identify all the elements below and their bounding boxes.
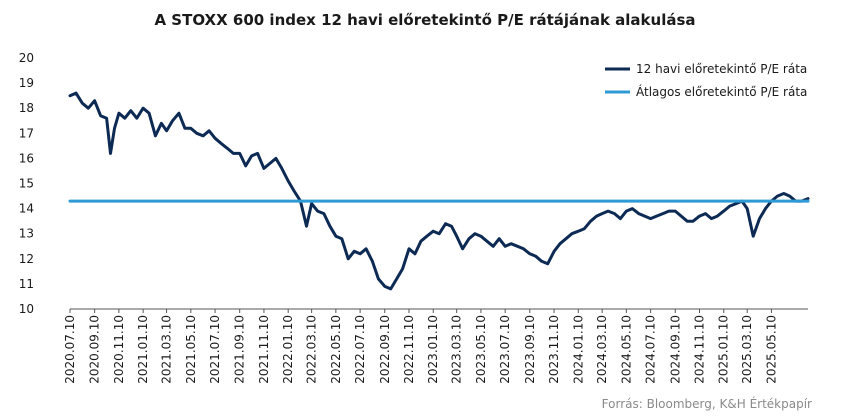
x-tick-label: 2022.07.10: [353, 315, 367, 384]
x-tick-label: 2020.07.10: [63, 315, 77, 384]
x-tick-label: 2021.11.10: [257, 315, 271, 384]
x-tick-label: 2021.05.10: [184, 315, 198, 384]
x-tick-label: 2022.09.10: [378, 315, 392, 384]
x-tick-label: 2024.03.10: [595, 315, 609, 384]
x-tick-label: 2025.01.10: [717, 315, 731, 384]
pe-ratio-line: [68, 91, 810, 291]
y-tick-label: 15: [19, 177, 34, 191]
source-note: Forrás: Bloomberg, K&H Értékpapír: [602, 396, 812, 411]
x-tick-label: 2024.01.10: [571, 315, 585, 384]
x-tick-label: 2025.03.10: [740, 315, 754, 384]
x-tick-label: 2022.05.10: [329, 315, 343, 384]
y-tick-label: 18: [19, 101, 34, 115]
x-tick-label: 2021.03.10: [160, 315, 174, 384]
y-tick-label: 16: [19, 151, 34, 165]
x-tick-label: 2023.03.10: [450, 315, 464, 384]
x-tick-label: 2022.03.10: [305, 315, 319, 384]
legend-label-average: Átlagos előretekintő P/E ráta: [636, 84, 807, 99]
chart-title: A STOXX 600 index 12 havi előretekintő P…: [154, 11, 695, 29]
x-tick-label: 2023.05.10: [474, 315, 488, 384]
plot-area: [68, 91, 810, 291]
x-tick-label: 2025.05.10: [764, 315, 778, 384]
y-tick-label: 17: [19, 126, 34, 140]
y-tick-label: 19: [19, 76, 34, 90]
legend-label-pe: 12 havi előretekintő P/E ráta: [636, 62, 807, 76]
x-tick-label: 2020.09.10: [88, 315, 102, 384]
y-tick-label: 13: [19, 227, 34, 241]
x-tick-label: 2024.05.10: [619, 315, 633, 384]
x-tick-label: 2023.07.10: [498, 315, 512, 384]
x-tick-label: 2021.09.10: [233, 315, 247, 384]
x-tick-label: 2022.11.10: [402, 315, 416, 384]
x-tick-label: 2023.11.10: [547, 315, 561, 384]
y-axis: 10 11 12 13 14 15 16 17 18 19 20: [19, 51, 34, 316]
y-tick-label: 10: [19, 302, 34, 316]
x-tick-label: 2024.09.10: [668, 315, 682, 384]
y-tick-label: 12: [19, 252, 34, 266]
y-tick-label: 20: [19, 51, 34, 65]
y-tick-label: 11: [19, 277, 34, 291]
x-tick-label: 2024.07.10: [644, 315, 658, 384]
y-tick-label: 14: [19, 202, 34, 216]
x-tick-label: 2023.09.10: [523, 315, 537, 384]
x-tick-label: 2023.01.10: [426, 315, 440, 384]
x-tick-label: 2021.07.10: [208, 315, 222, 384]
x-tick-label: 2022.01.10: [281, 315, 295, 384]
x-tick-label: 2020.11.10: [112, 315, 126, 384]
x-tick-label: 2024.11.10: [693, 315, 707, 384]
x-axis: 2020.07.10 2020.09.10 2020.11.10 2021.01.10…: [63, 309, 778, 384]
x-tick-label: 2021.01.10: [136, 315, 150, 384]
legend: 12 havi előretekintő P/E ráta Átlagos el…: [605, 62, 807, 99]
